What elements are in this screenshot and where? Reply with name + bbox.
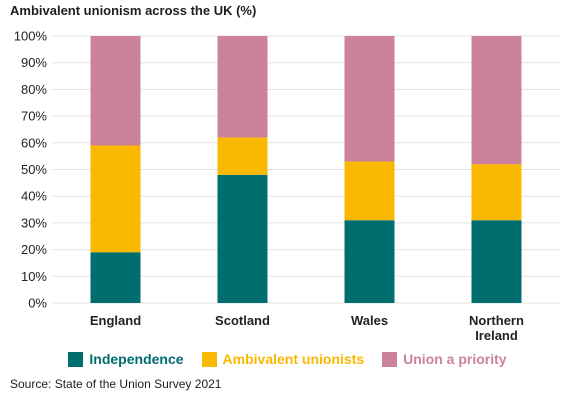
legend-item: Ambivalent unionists <box>201 351 365 367</box>
chart-title: Ambivalent unionism across the UK (%) <box>10 3 257 18</box>
legend-swatch <box>68 351 84 367</box>
y-tick-label: 40% <box>21 189 47 204</box>
legend-swatch <box>382 351 398 367</box>
bar-segment <box>471 164 522 221</box>
x-category-label: England <box>90 313 141 328</box>
y-tick-label: 30% <box>21 215 47 230</box>
bar-segment <box>471 36 522 165</box>
y-tick-label: 50% <box>21 162 47 177</box>
bar-segment <box>90 252 141 303</box>
x-category-label: Wales <box>351 313 388 328</box>
y-tick-label: 0% <box>28 296 47 311</box>
bar-segment <box>90 36 141 146</box>
y-tick-label: 20% <box>21 242 47 257</box>
legend-item: Union a priority <box>382 351 507 367</box>
legend: Independence Ambivalent unionists Union a … <box>0 351 575 367</box>
y-tick-label: 10% <box>21 269 47 284</box>
y-tick-label: 70% <box>21 109 47 124</box>
legend-label: Independence <box>89 351 184 367</box>
legend-label: Union a priority <box>403 351 507 367</box>
x-category-label: Scotland <box>215 313 270 328</box>
bar-segment <box>217 137 268 175</box>
legend-item: Independence <box>68 351 184 367</box>
x-category-label: Northern Ireland <box>469 313 524 343</box>
stacked-bar-chart: 0% 10% 20% 30% 40% 50% 60% 70% 80% 90% 100% Englan… <box>14 29 560 343</box>
y-tick-label: 60% <box>21 135 47 150</box>
bar-segment <box>90 145 141 253</box>
legend-swatch <box>201 351 217 367</box>
bar-segment <box>344 36 395 162</box>
source-note: Source: State of the Union Survey 2021 <box>10 377 222 391</box>
y-tick-label: 90% <box>21 55 47 70</box>
y-axis-ticks: 0% 10% 20% 30% 40% 50% 60% 70% 80% 90% 100% <box>14 29 48 311</box>
bar-segment <box>471 220 522 303</box>
bar-segment <box>217 174 268 303</box>
bar-segment <box>344 220 395 303</box>
bars <box>90 36 522 303</box>
x-axis-labels: England Scotland Wales Northern Ireland <box>90 313 524 343</box>
y-tick-label: 100% <box>14 29 48 44</box>
bar-segment <box>344 161 395 221</box>
legend-label: Ambivalent unionists <box>222 351 365 367</box>
y-tick-label: 80% <box>21 82 47 97</box>
bar-segment <box>217 36 268 138</box>
